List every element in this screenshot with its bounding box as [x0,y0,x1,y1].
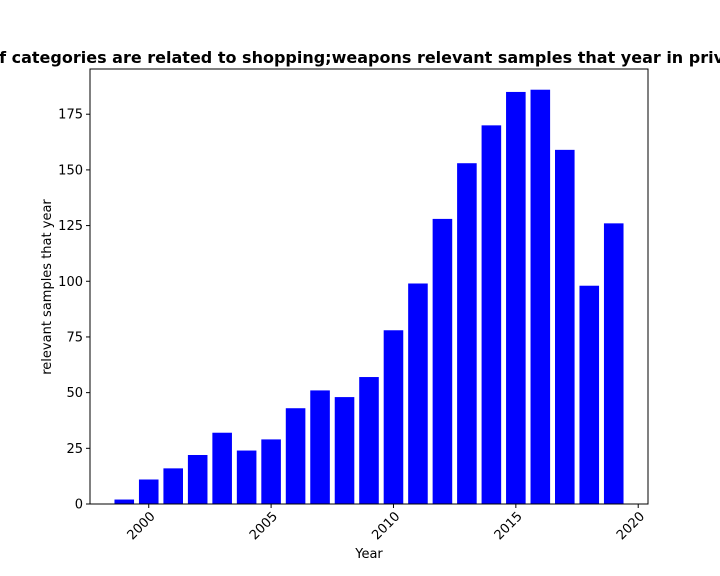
bar-2018 [579,285,600,504]
x-tick-label: 2020 [614,509,648,543]
y-tick-label: 100 [58,275,83,290]
y-tick-label: 25 [66,442,83,457]
y-tick-label: 125 [58,219,83,234]
bar-1999 [114,499,135,504]
bar-2008 [334,397,355,504]
bar-2010 [383,330,404,504]
bar-2001 [163,468,183,504]
bar-2012 [432,218,453,504]
y-axis-label: relevant samples that year [40,199,55,375]
y-tick-label: 150 [58,163,83,178]
y-tick-label: 75 [66,330,83,345]
bar-2003 [212,432,232,504]
bar-2004 [236,450,257,504]
bar-2005 [261,439,281,504]
bar-2000 [138,479,159,504]
y-axis: 0 25 50 75 100 125 150 175 [58,108,90,513]
y-tick-label: 175 [58,108,83,123]
bar-2013 [457,163,477,504]
x-tick-label: 2000 [125,509,159,543]
bar-2009 [359,377,379,504]
bars-group [114,89,624,505]
bar-2007 [310,390,330,504]
bar-2014 [481,125,502,504]
bar-2011 [408,283,428,504]
x-tick-label: 2005 [247,509,281,543]
y-tick-label: 50 [66,386,83,401]
bar-2002 [187,454,208,504]
bar-2017 [555,149,575,504]
axes-frame [89,68,649,505]
chart-title: Fraction of categories are related to sh… [0,48,720,67]
x-axis-label: Year [354,547,383,562]
x-tick-label: 2010 [369,509,403,543]
x-axis: 2000 2005 2010 2015 2020 [125,504,648,543]
bar-2006 [285,408,306,504]
bar-2015 [506,91,526,505]
plot-area: 2000 2005 2010 2015 2020 0 25 50 75 100 125 150 175 [58,68,649,543]
bar-2019 [603,223,624,504]
bar-2016 [530,89,551,504]
y-tick-label: 0 [75,498,83,513]
x-tick-label: 2015 [492,509,526,543]
